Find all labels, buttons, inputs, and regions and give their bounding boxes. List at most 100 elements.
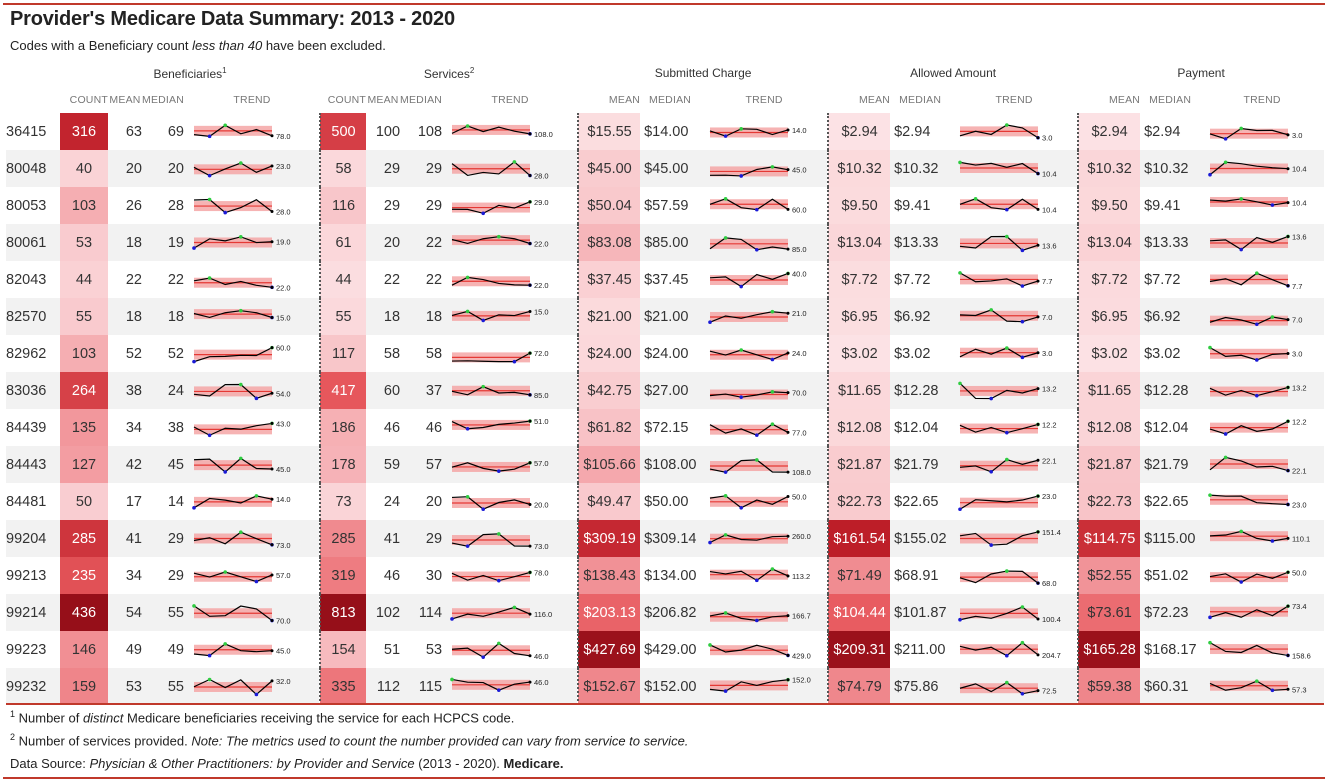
payment-trend-chart: 50.0 [1209, 568, 1307, 584]
trend-max-dot [708, 642, 712, 647]
service-trend-chart: 20.0 [452, 494, 549, 511]
trend-line [193, 309, 273, 318]
trend-line [709, 423, 789, 436]
col-header-trend: TREND [1243, 93, 1281, 106]
payment-median: $7.72 [1144, 271, 1181, 288]
allowed-amount-mean: $10.32 [827, 150, 891, 187]
service-median: 37 [400, 372, 443, 409]
service-trend-chart: 57.0 [451, 458, 549, 473]
service-trend: 46.0 [442, 631, 578, 668]
trend-min-dot [1020, 691, 1025, 696]
submitted-charge-mean: $42.75 [577, 372, 641, 409]
service-mean: 46 [383, 567, 401, 584]
service-trend: 20.0 [442, 483, 578, 520]
trend-max-dot [239, 529, 243, 534]
table-row: 99204 285 41 29 73.0 285 41 29 73.0 $309.19 $309.1… [6, 520, 1325, 557]
beneficiary-count: 159 [60, 668, 108, 705]
beneficiary-count: 146 [60, 631, 108, 668]
trend-line [1209, 161, 1289, 175]
trend-last-label: 45.0 [792, 165, 807, 174]
payment-trend-chart: 57.3 [1209, 678, 1307, 694]
trend-last-label: 14.0 [792, 125, 807, 134]
trend-last-label: 50.0 [1292, 568, 1307, 577]
submitted-charge-mean: $83.08 [577, 224, 641, 261]
table-row: 84481 50 17 14 14.0 73 24 20 20.0 $49.47 $50.00 50.… [6, 483, 1324, 520]
submitted-charge-median: $57.59 [644, 197, 689, 214]
col-header-trend: TREND [233, 93, 271, 106]
col-header-median: MEDIAN [899, 93, 942, 106]
trend-last-dot [1286, 536, 1290, 540]
payment-trend-chart: 3.0 [1208, 345, 1303, 362]
allowed-amount-trend: 3.0 [950, 335, 1078, 372]
allowed-amount-trend: 3.0 [950, 113, 1078, 150]
trend-line [451, 571, 531, 581]
beneficiary-trend-chart: 32.0 [193, 676, 291, 696]
submitted-charge-median: $309.14 [640, 520, 701, 557]
submitted-charge-mean: $105.66 [577, 446, 641, 483]
allowed-amount-trend: 23.0 [950, 483, 1078, 520]
trend-max-dot [1208, 492, 1212, 497]
allowed-amount-trend: 10.4 [950, 187, 1078, 224]
trend-min-dot [708, 319, 712, 324]
beneficiary-trend-chart: 28.0 [193, 197, 291, 216]
payment-mean: $165.28 [1077, 631, 1141, 668]
trend-max-dot [723, 235, 728, 240]
trend-max-dot [223, 569, 227, 574]
trend-last-label: 68.0 [1042, 579, 1057, 588]
trend-last-label: 12.2 [1292, 417, 1307, 426]
service-mean: 24 [383, 493, 401, 510]
beneficiary-count: 44 [60, 261, 108, 298]
payment-trend: 23.0 [1200, 483, 1324, 520]
trend-max-dot [958, 160, 962, 164]
trend-min-dot [755, 432, 759, 437]
col-header-mean: MEAN [1108, 93, 1141, 106]
allowed-amount-trend-chart: 10.4 [958, 160, 1057, 178]
trend-line [451, 420, 531, 429]
trend-last-dot [528, 544, 532, 548]
service-trend: 78.0 [442, 557, 578, 594]
trend-last-label: 72.5 [1042, 686, 1057, 695]
trend-line [1210, 197, 1289, 206]
trend-last-label: 50.0 [792, 492, 807, 501]
service-trend: 22.0 [442, 224, 579, 261]
beneficiary-count: 285 [60, 520, 108, 557]
submitted-charge-trend-chart: 50.0 [709, 492, 807, 510]
service-median: 29 [400, 150, 443, 187]
trend-min-dot [755, 578, 759, 582]
beneficiary-median: 55 [142, 594, 184, 631]
trend-line [193, 235, 273, 249]
trend-line [960, 308, 1039, 322]
trend-line [710, 390, 789, 398]
col-header-median: MEDIAN [142, 93, 185, 106]
allowed-amount-median: $9.41 [894, 197, 931, 214]
trend-max-dot [1005, 568, 1009, 573]
service-median: 114 [400, 594, 443, 631]
payment-median: $51.02 [1144, 567, 1189, 584]
trend-last-dot [270, 542, 274, 546]
allowed-amount-mean: $3.02 [827, 335, 891, 372]
trend-min-dot [1020, 248, 1025, 252]
trend-last-dot [786, 494, 790, 498]
trend-last-label: 204.7 [1042, 650, 1061, 659]
service-mean: 51 [383, 641, 401, 658]
trend-last-label: 77.0 [792, 428, 807, 437]
trend-line [193, 198, 273, 213]
payment-median: $168.17 [1144, 641, 1197, 658]
allowed-amount-trend: 151.4 [950, 520, 1079, 557]
col-header-mean: MEAN [109, 93, 141, 106]
trend-last-label: 54.0 [276, 389, 291, 398]
col-header-code [6, 86, 60, 113]
beneficiary-trend: 28.0 [184, 187, 320, 224]
trend-last-label: 32.0 [276, 676, 291, 685]
submitted-charge-trend-chart: 60.0 [709, 196, 807, 214]
trend-last-label: 57.0 [534, 458, 549, 467]
beneficiary-median: 69 [167, 123, 184, 140]
allowed-amount-trend-chart: 68.0 [959, 568, 1057, 588]
trend-min-dot [755, 207, 759, 211]
col-header-median: MEDIAN [649, 93, 692, 106]
trend-last-dot [1286, 351, 1290, 355]
trend-last-label: 158.6 [1292, 651, 1311, 660]
submitted-charge-median: $206.82 [640, 594, 701, 631]
trend-last-label: 22.0 [534, 239, 549, 248]
payment-trend-chart: 13.6 [1210, 232, 1307, 251]
